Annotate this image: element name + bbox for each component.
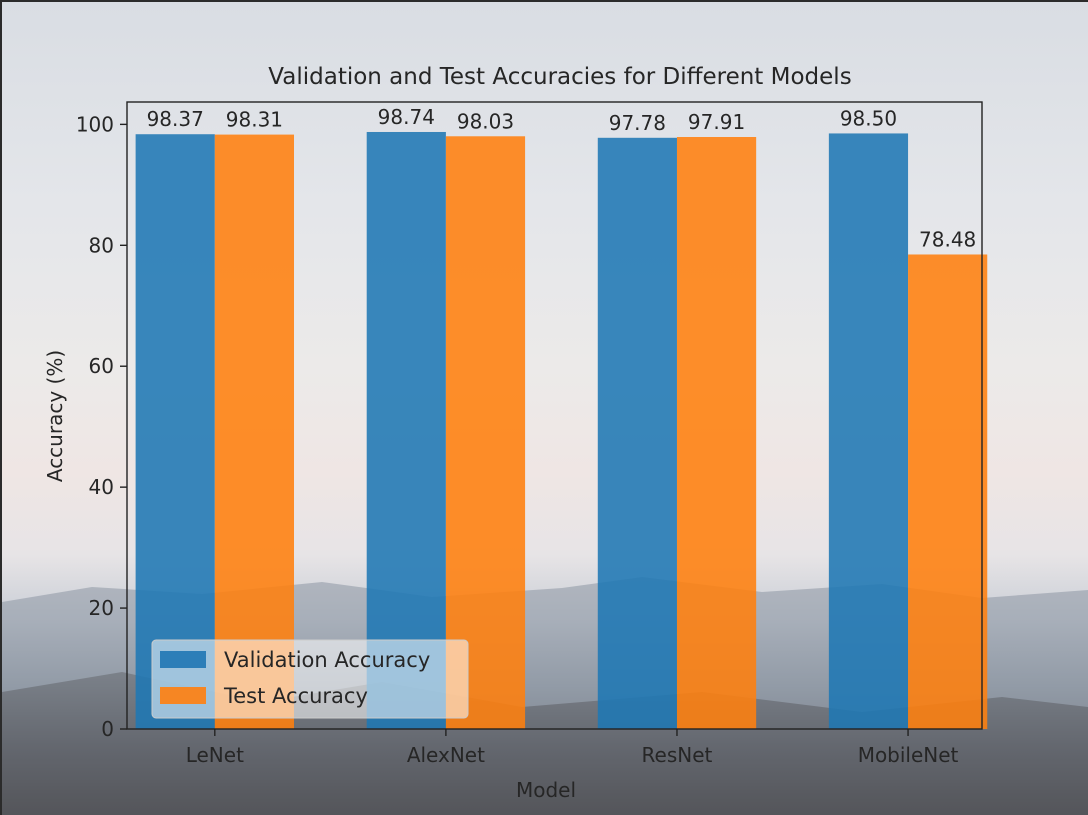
legend-label: Test Accuracy <box>223 684 368 708</box>
y-tick-label: 20 <box>89 596 114 620</box>
bars-group <box>135 131 988 730</box>
value-label: 98.03 <box>457 109 514 133</box>
value-labels-group: 98.37 98.74 97.78 98.50 98.31 98.03 97.91 78.48 <box>147 105 977 251</box>
value-label: 97.91 <box>688 110 745 134</box>
x-tick-label: ResNet <box>642 743 713 767</box>
chart-title: Validation and Test Accuracies for Diffe… <box>268 64 851 90</box>
y-axis-label: Accuracy (%) <box>43 350 67 482</box>
y-tick-label: 80 <box>89 233 114 257</box>
bar-validation-mobilenet <box>828 133 909 730</box>
legend-swatch <box>160 651 206 668</box>
plot-frame <box>126 101 983 730</box>
value-label: 97.78 <box>609 111 666 135</box>
legend-label: Validation Accuracy <box>224 648 430 672</box>
y-tick-label: 0 <box>101 717 114 741</box>
legend-box <box>151 639 469 719</box>
x-axis-ticks: LeNet AlexNet ResNet MobileNet <box>186 729 959 767</box>
bar-test-lenet <box>214 134 295 730</box>
x-tick-label: AlexNet <box>407 743 485 767</box>
bar-test-resnet <box>676 137 757 730</box>
bar-validation-lenet <box>135 134 215 730</box>
y-tick-label: 60 <box>89 354 114 378</box>
x-tick-label: LeNet <box>186 743 244 767</box>
y-tick-label: 100 <box>76 112 114 136</box>
legend: Validation Accuracy Test Accuracy <box>151 639 469 719</box>
bar-test-alexnet <box>445 136 526 729</box>
value-label: 98.74 <box>378 105 435 129</box>
x-tick-label: MobileNet <box>858 743 959 767</box>
bar-test-mobilenet <box>908 254 988 729</box>
bar-validation-alexnet <box>366 131 446 730</box>
x-axis-label: Model <box>516 778 576 802</box>
y-axis-ticks: 0 20 40 60 80 100 <box>76 112 127 741</box>
legend-swatch <box>160 687 206 704</box>
bar-validation-resnet <box>597 137 677 730</box>
y-tick-label: 40 <box>89 475 114 499</box>
value-label: 98.31 <box>226 108 283 132</box>
value-label: 78.48 <box>919 227 976 251</box>
value-label: 98.50 <box>840 106 897 130</box>
value-label: 98.37 <box>147 107 204 131</box>
